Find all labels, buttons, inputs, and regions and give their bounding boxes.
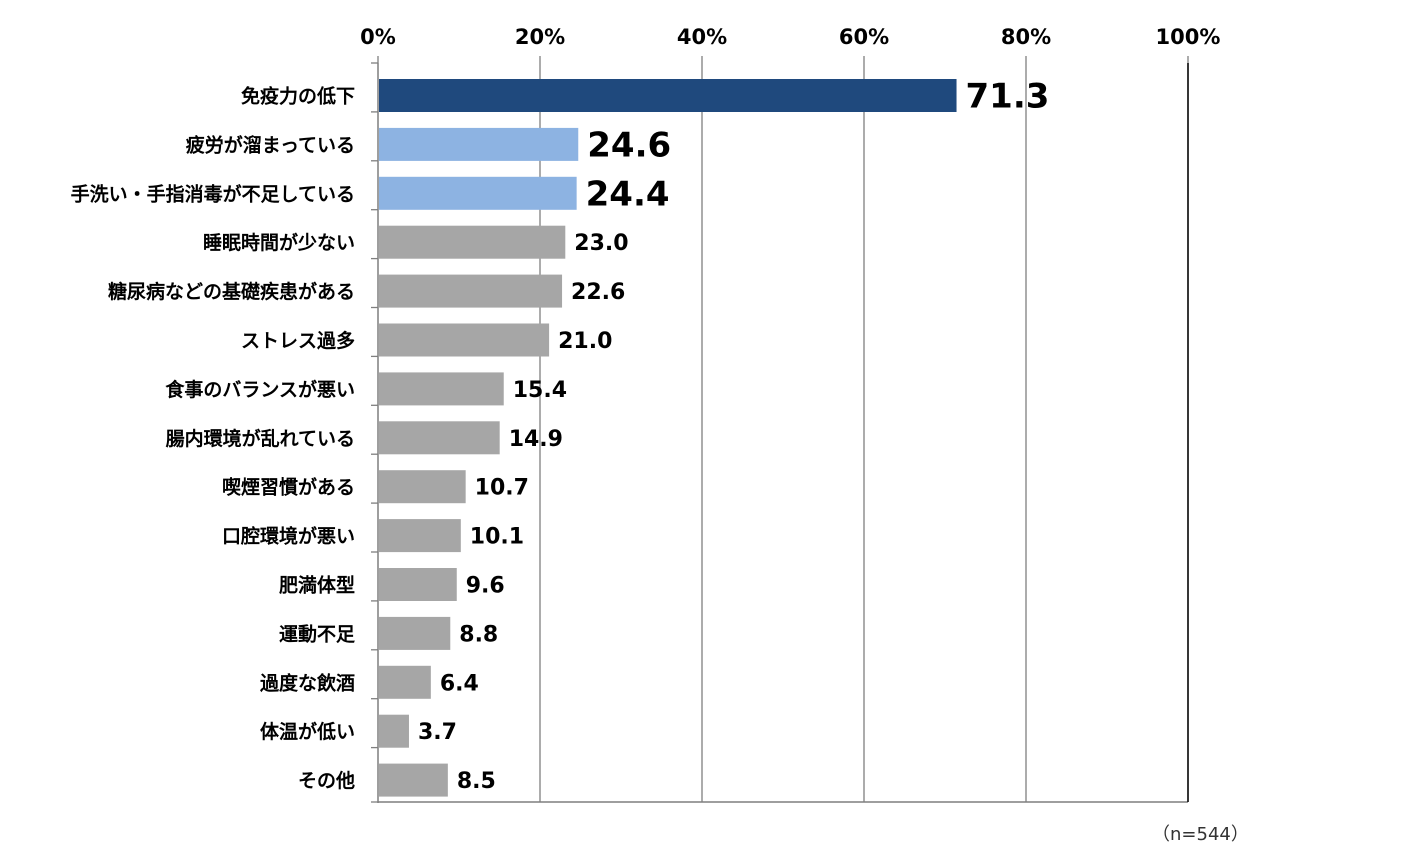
bar <box>379 372 504 406</box>
category-label: 免疫力の低下 <box>241 85 355 108</box>
bar <box>379 421 500 455</box>
bar <box>379 616 451 650</box>
bar <box>379 665 431 699</box>
x-tick-label: 100% <box>1156 25 1221 49</box>
bar <box>379 274 563 308</box>
category-label: 喫煙習慣がある <box>222 476 355 499</box>
x-tick-label: 20% <box>515 25 565 49</box>
value-label: 24.6 <box>587 125 671 165</box>
bar <box>379 225 566 259</box>
x-tick-label: 40% <box>677 25 727 49</box>
category-label: 糖尿病などの基礎疾患がある <box>108 280 355 303</box>
labels: 0% 20% 40% 60% 80% 100% 免疫力の低下 71.3 疲労が溜まっている 24.… <box>71 25 1221 794</box>
category-label: 睡眠時間が少ない <box>203 231 355 254</box>
bar <box>379 519 461 553</box>
bar <box>379 176 577 210</box>
value-label: 21.0 <box>558 329 612 354</box>
value-label: 23.0 <box>574 231 628 256</box>
category-label: 体温が低い <box>260 720 355 743</box>
category-label: 肥満体型 <box>279 574 355 597</box>
value-label: 6.4 <box>440 671 479 696</box>
value-label: 10.1 <box>470 525 524 550</box>
value-label: 14.9 <box>509 427 563 452</box>
category-label: 過度な飲酒 <box>260 671 355 694</box>
category-label: 食事のバランスが悪い <box>165 378 355 401</box>
bar <box>379 127 579 161</box>
value-label: 3.7 <box>418 720 457 745</box>
value-label: 15.4 <box>513 378 567 403</box>
category-label: 手洗い・手指消毒が不足している <box>71 182 355 205</box>
x-tick-label: 80% <box>1001 25 1051 49</box>
category-label: 腸内環境が乱れている <box>166 427 355 450</box>
category-label: ストレス過多 <box>241 329 355 352</box>
bar <box>379 568 457 601</box>
category-label: 口腔環境が悪い <box>222 525 355 548</box>
category-label: 疲労が溜まっている <box>186 133 355 156</box>
category-label: 運動不足 <box>279 623 356 645</box>
bar <box>379 79 957 112</box>
bars <box>379 79 957 797</box>
value-label: 9.6 <box>466 574 505 599</box>
bar <box>379 714 409 748</box>
value-label: 71.3 <box>966 77 1050 117</box>
category-label: その他 <box>298 769 355 792</box>
value-label: 8.8 <box>459 622 498 647</box>
value-label: 22.6 <box>571 280 625 305</box>
value-label: 8.5 <box>457 769 496 794</box>
axes <box>371 62 1189 803</box>
value-label: 24.4 <box>586 174 670 214</box>
bar <box>379 323 550 357</box>
x-tick-label: 0% <box>360 25 396 49</box>
value-label: 10.7 <box>475 476 529 501</box>
x-tick-label: 60% <box>839 25 889 49</box>
bar <box>379 763 448 797</box>
bar <box>379 470 466 504</box>
sample-size-note: （n=544） <box>1152 824 1249 845</box>
